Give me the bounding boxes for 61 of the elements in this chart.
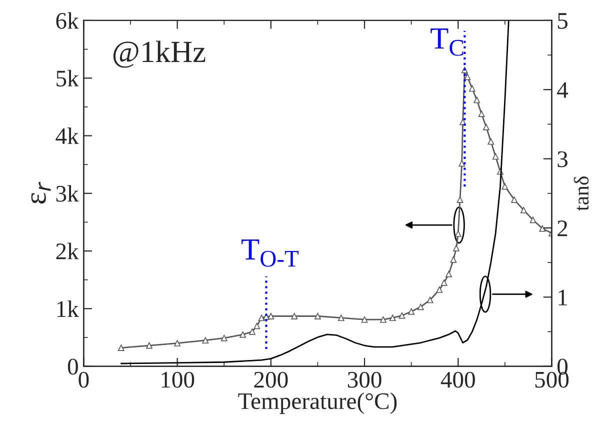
point — [338, 314, 344, 322]
y-tick-label: 6k — [56, 12, 79, 29]
y-axis-title: ε$_{r}$ — [31, 182, 51, 204]
x-tick-label: 300 — [348, 372, 382, 388]
point — [389, 314, 396, 322]
point — [408, 308, 415, 315]
y2-tick-label: 3 — [558, 151, 568, 168]
point — [436, 286, 443, 293]
point — [254, 322, 260, 330]
annotation: @1kHz — [113, 40, 206, 68]
point — [474, 96, 480, 104]
point — [291, 312, 298, 320]
x-tick-label: 400 — [440, 372, 475, 388]
y-tick-label: 3k — [56, 185, 79, 202]
y2-tick-label: 1 — [558, 290, 567, 306]
point — [220, 334, 228, 342]
point — [258, 314, 265, 322]
x-tick-label: 200 — [254, 372, 288, 388]
point — [174, 340, 181, 346]
point — [314, 312, 321, 320]
x-tick-label: 0 — [78, 372, 89, 388]
x-axis-title: Temperature(°C) — [238, 392, 397, 414]
point — [240, 331, 246, 338]
y-tick-label: 4k — [56, 128, 79, 144]
point — [539, 225, 546, 232]
point — [483, 124, 490, 130]
point — [454, 230, 462, 237]
point — [453, 244, 460, 252]
point — [202, 337, 209, 344]
point — [488, 138, 494, 145]
point — [450, 256, 457, 263]
point — [502, 183, 508, 190]
point — [458, 160, 466, 167]
point — [249, 328, 256, 335]
point — [426, 296, 434, 304]
point — [398, 312, 406, 319]
point — [530, 216, 536, 224]
y2-tick-label: 2 — [558, 220, 568, 236]
point — [146, 342, 152, 349]
y-tick-label: 5k — [56, 70, 79, 87]
y-tick-label: 1k — [57, 300, 79, 317]
point — [511, 196, 518, 203]
point — [520, 206, 527, 214]
y2-tick-label: 5 — [558, 13, 568, 29]
y-tick-label: 2k — [56, 242, 79, 260]
point — [492, 153, 499, 160]
point — [464, 74, 471, 80]
point — [440, 280, 448, 286]
point — [380, 316, 386, 323]
point — [468, 85, 476, 92]
point — [268, 312, 274, 320]
x-tick-label: 100 — [162, 372, 194, 388]
y2-axis-title: tanδ — [574, 176, 589, 211]
point — [478, 110, 485, 118]
point — [446, 270, 452, 278]
y2-tick-label: 4 — [557, 82, 568, 98]
point — [118, 344, 124, 352]
point — [456, 196, 464, 203]
point — [417, 304, 424, 310]
y-tick-label: 0 — [68, 358, 78, 375]
point — [361, 316, 368, 323]
